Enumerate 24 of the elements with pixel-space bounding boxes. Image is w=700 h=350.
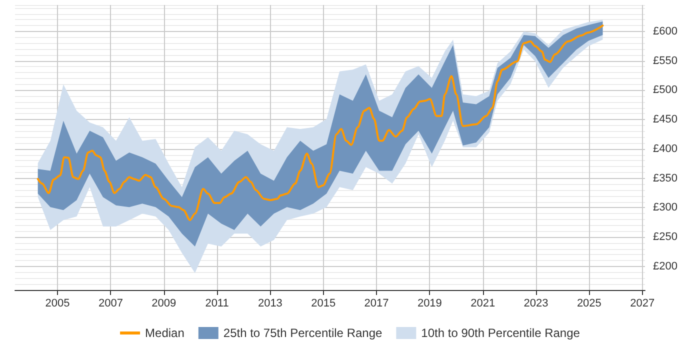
- x-tick-label: 2019: [417, 298, 442, 310]
- legend-label: 25th to 75th Percentile Range: [223, 326, 383, 340]
- x-tick-label: 2011: [205, 298, 229, 310]
- y-tick-label: £500: [653, 84, 678, 96]
- y-tick-label: £200: [653, 260, 678, 272]
- x-tick-label: 2021: [470, 298, 496, 310]
- x-tick-label: 2007: [98, 298, 123, 310]
- x-tick-label: 2025: [576, 298, 602, 310]
- x-tick-label: 2005: [45, 298, 70, 310]
- y-tick-label: £600: [653, 25, 678, 38]
- x-tick-label: 2009: [152, 298, 176, 310]
- x-tick-label: 2023: [524, 298, 548, 310]
- x-tick-label: 2015: [311, 298, 336, 310]
- x-tick-label: 2027: [630, 298, 655, 310]
- y-tick-label: £300: [653, 202, 678, 214]
- y-tick-label: £550: [653, 54, 678, 67]
- y-tick-label: £350: [653, 172, 678, 184]
- x-tick-label: 2017: [364, 298, 389, 310]
- y-tick-label: £400: [653, 142, 678, 155]
- legend-label: Median: [145, 326, 184, 340]
- legend-label: 10th to 90th Percentile Range: [421, 326, 580, 340]
- y-tick-label: £250: [653, 231, 678, 244]
- x-tick-label: 2013: [258, 298, 282, 310]
- y-tick-label: £450: [653, 114, 678, 126]
